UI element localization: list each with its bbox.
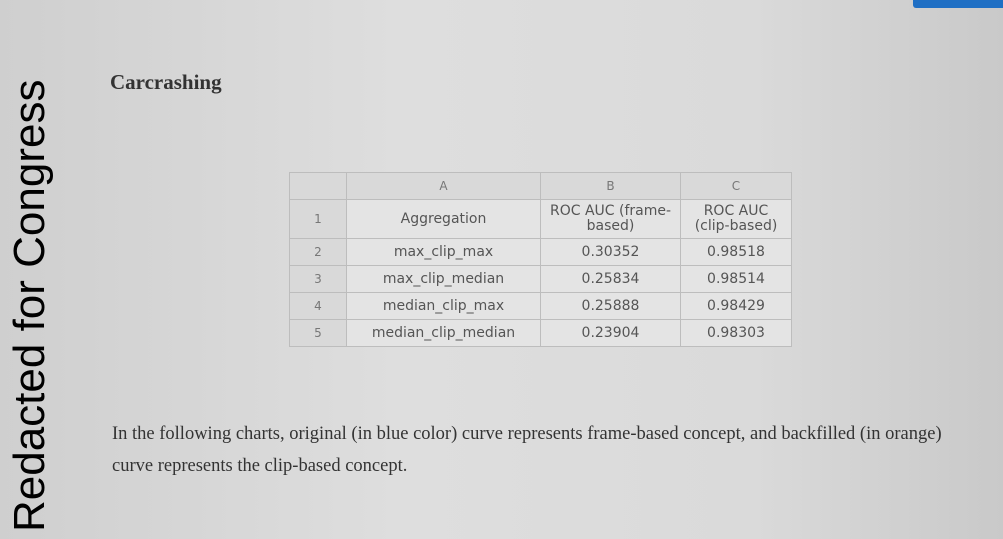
table-cell: 0.25888 — [540, 292, 681, 320]
table-cell: 0.98303 — [680, 319, 792, 347]
table-cell: 0.30352 — [540, 238, 681, 266]
column-letter: A — [346, 172, 541, 200]
top-button[interactable] — [913, 0, 1003, 8]
row-number: 3 — [289, 265, 347, 293]
table-row: 5 median_clip_median 0.23904 0.98303 — [289, 319, 792, 347]
table-cell: 0.98429 — [680, 292, 792, 320]
heading: Carcrashing — [110, 70, 222, 94]
table-cell: Aggregation — [346, 199, 541, 239]
table-cell: 0.98518 — [680, 238, 792, 266]
table-cell: median_clip_max — [346, 292, 541, 320]
column-letter: C — [680, 172, 792, 200]
row-number: 5 — [289, 319, 347, 347]
table-cell: ROC AUC (clip-based) — [680, 199, 792, 239]
table-row: 1 Aggregation ROC AUC (frame-based) ROC AUC… — [289, 199, 792, 239]
row-number: 2 — [289, 238, 347, 266]
table-cell: 0.23904 — [540, 319, 681, 347]
column-letter: B — [540, 172, 681, 200]
table-cell: ROC AUC (frame-based) — [540, 199, 681, 239]
table-cell: 0.98514 — [680, 265, 792, 293]
table: A B C 1 Aggregation ROC AUC (frame-based) ROC … — [289, 172, 792, 347]
table-cell: 0.25834 — [540, 265, 681, 293]
row-number: 1 — [289, 199, 347, 239]
watermark-box: Redacted for Congress — [5, 80, 54, 532]
watermark: Redacted for Congress — [5, 80, 54, 532]
table-row: 2 max_clip_max 0.30352 0.98518 — [289, 238, 792, 266]
table-cell: max_clip_max — [346, 238, 541, 266]
table-cell: max_clip_median — [346, 265, 541, 293]
table-row: 4 median_clip_max 0.25888 0.98429 — [289, 292, 792, 320]
corner-cell — [289, 172, 347, 200]
table-cell: median_clip_median — [346, 319, 541, 347]
row-number: 4 — [289, 292, 347, 320]
paragraph: In the following charts, original (in bl… — [112, 424, 942, 476]
table-row: 3 max_clip_median 0.25834 0.98514 — [289, 265, 792, 293]
